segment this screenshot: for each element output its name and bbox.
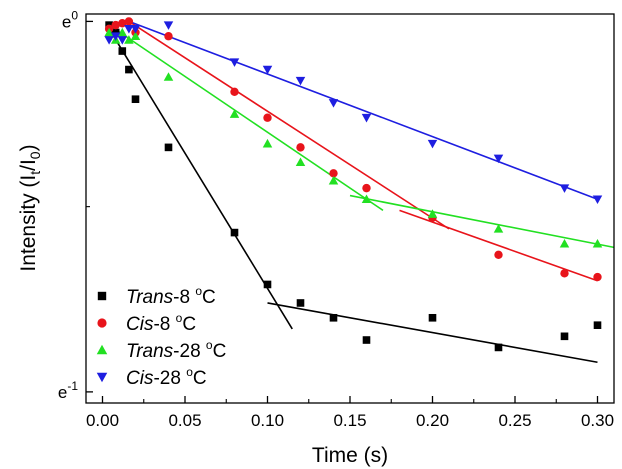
data-point-series-2-8 <box>295 157 306 166</box>
legend-label-3: Cis-28 oC <box>126 365 207 389</box>
legend: Trans-8 oC Cis-8 oC Trans-28 oC Cis-28 oC <box>96 284 226 389</box>
data-point-series-0-7 <box>263 280 272 289</box>
legend-label-1: Cis-8 oC <box>126 311 196 335</box>
data-point-series-0-5 <box>164 143 173 152</box>
data-point-series-2-6 <box>229 109 240 118</box>
data-point-series-1-5 <box>164 32 173 41</box>
data-point-series-0-3 <box>125 65 133 74</box>
fit-line-series-3-0 <box>128 20 598 200</box>
data-point-series-1-13 <box>560 269 569 278</box>
y-axis-title-sub-0: 0 <box>27 151 43 159</box>
legend-label-0: Trans-8 oC <box>126 284 216 308</box>
data-points <box>104 17 603 352</box>
data-point-series-2-4 <box>130 31 141 41</box>
data-point-series-1-6 <box>230 87 239 97</box>
data-point-series-2-7 <box>262 138 273 148</box>
fit-lines <box>108 20 615 364</box>
data-point-series-3-5 <box>163 21 174 30</box>
y-axis-title-slash: /I <box>17 159 40 171</box>
x-tick-label: 0.30 <box>581 411 614 430</box>
data-point-series-2-14 <box>592 238 603 248</box>
data-point-series-3-0 <box>104 36 114 45</box>
legend-label-2: Trans-28 oC <box>126 338 226 362</box>
legend-marker-2 <box>96 344 108 355</box>
x-axis-ticks: 0.00 0.05 0.10 0.15 0.20 0.25 0.30 <box>86 396 614 430</box>
data-point-series-1-10 <box>362 183 371 193</box>
y-axis-title-close: ) <box>17 144 40 151</box>
data-point-series-3-8 <box>295 76 306 86</box>
data-point-series-3-9 <box>328 99 339 108</box>
x-tick-label: 0.05 <box>168 411 201 430</box>
fit-line-series-2-1 <box>349 194 615 249</box>
data-point-series-1-12 <box>494 250 503 260</box>
data-point-series-3-13 <box>559 184 570 193</box>
data-point-series-1-9 <box>329 169 338 178</box>
data-point-series-0-9 <box>329 313 338 322</box>
data-point-series-0-12 <box>494 343 503 352</box>
data-point-series-2-11 <box>427 209 438 218</box>
data-point-series-0-2 <box>118 47 127 55</box>
data-point-series-0-14 <box>593 321 602 329</box>
x-tick-label: 0.00 <box>86 411 119 430</box>
fit-line-series-0-0 <box>108 28 293 330</box>
data-point-series-2-10 <box>361 194 372 204</box>
data-point-series-3-10 <box>361 113 372 123</box>
data-point-series-0-10 <box>362 336 371 344</box>
y-tick-label: e-1 <box>58 379 78 402</box>
data-point-series-3-4 <box>130 25 141 34</box>
data-point-series-0-8 <box>296 299 305 307</box>
data-point-series-1-3 <box>124 17 134 26</box>
y-axis-ticks: e0 e-1 <box>58 8 93 402</box>
x-tick-label: 0.10 <box>251 411 284 430</box>
data-point-series-0-13 <box>560 332 569 341</box>
data-point-series-2-12 <box>493 224 504 233</box>
data-point-series-0-6 <box>230 228 239 237</box>
data-point-series-1-1 <box>111 20 120 30</box>
data-point-series-2-3 <box>124 35 134 44</box>
data-point-series-2-2 <box>117 27 128 37</box>
x-axis-title: Time (s) <box>312 444 388 467</box>
data-point-series-3-11 <box>427 139 438 149</box>
data-point-series-1-8 <box>296 143 305 152</box>
fit-line-series-1-0 <box>128 20 450 230</box>
data-point-series-2-9 <box>328 175 339 185</box>
y-axis-title-sub-t: t <box>27 171 43 175</box>
data-point-series-2-13 <box>559 238 570 248</box>
data-point-series-3-14 <box>592 195 603 204</box>
y-tick-label: e0 <box>62 8 78 31</box>
fit-line-series-2-0 <box>108 24 384 212</box>
data-point-series-3-3 <box>124 25 134 34</box>
y-axis-title: Intensity (It/I0) <box>17 144 43 271</box>
data-point-series-0-4 <box>131 95 140 104</box>
x-tick-label: 0.15 <box>333 411 366 430</box>
data-point-series-3-12 <box>493 154 504 164</box>
data-point-series-2-0 <box>104 27 114 37</box>
y-axis-title-base: Intensity (I <box>17 175 40 272</box>
data-point-series-0-11 <box>428 313 437 322</box>
data-point-series-3-7 <box>262 65 273 75</box>
data-point-series-1-7 <box>263 113 272 122</box>
data-point-series-2-5 <box>163 72 174 81</box>
data-point-series-3-1 <box>110 32 121 41</box>
legend-marker-3 <box>96 372 108 383</box>
legend-marker-1 <box>97 318 107 328</box>
fit-line-series-1-1 <box>399 209 598 282</box>
data-point-series-1-14 <box>593 272 602 282</box>
x-tick-label: 0.20 <box>416 411 449 430</box>
x-tick-label: 0.25 <box>498 411 531 430</box>
data-point-series-3-6 <box>229 58 240 67</box>
data-point-series-3-2 <box>117 36 128 45</box>
legend-marker-0 <box>97 291 107 301</box>
fit-line-series-0-1 <box>267 302 598 364</box>
